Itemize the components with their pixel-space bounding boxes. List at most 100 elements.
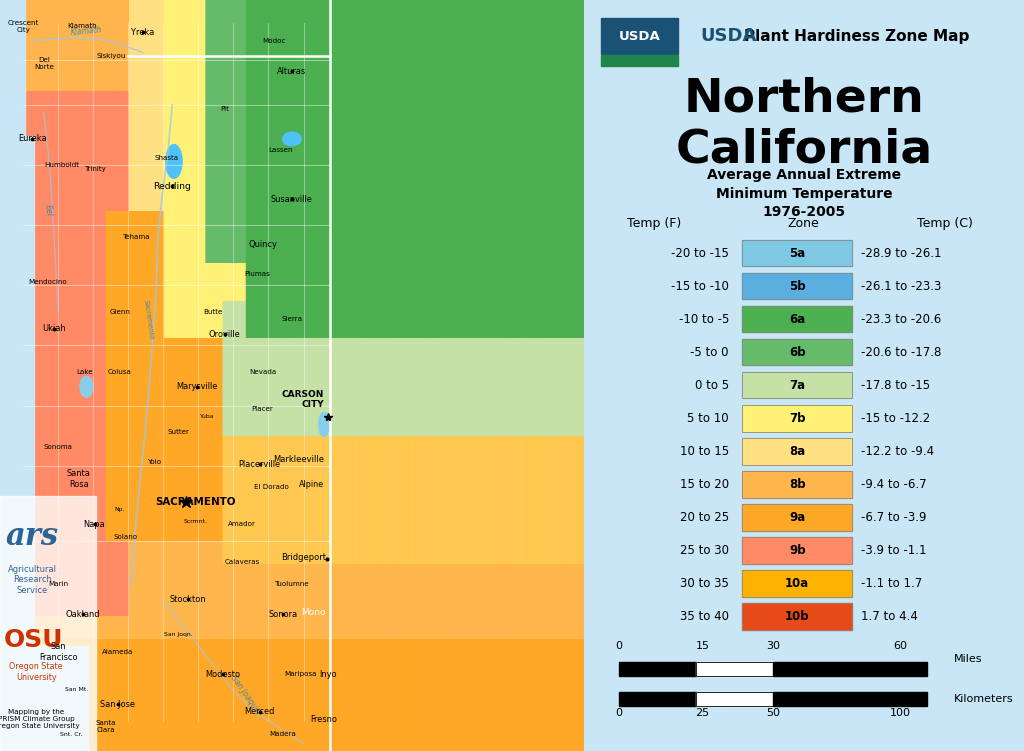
- Text: 9a: 9a: [790, 511, 805, 524]
- Bar: [601, 55, 678, 66]
- Bar: [742, 603, 852, 630]
- Text: San Joqn.: San Joqn.: [164, 632, 193, 637]
- Text: Kilometers: Kilometers: [953, 694, 1013, 704]
- Text: -9.4 to -6.7: -9.4 to -6.7: [861, 478, 927, 491]
- Text: Yolo: Yolo: [147, 459, 162, 465]
- Text: 9b: 9b: [788, 544, 806, 557]
- Bar: [696, 662, 773, 676]
- Text: San
Francisco: San Francisco: [39, 642, 78, 662]
- Text: Np.: Np.: [115, 507, 125, 511]
- Bar: [696, 692, 773, 706]
- Text: -28.9 to -26.1: -28.9 to -26.1: [861, 246, 942, 260]
- Text: 6b: 6b: [788, 345, 806, 359]
- Text: Mendocino: Mendocino: [29, 279, 68, 285]
- Text: 60: 60: [894, 641, 907, 651]
- Text: 100: 100: [890, 708, 911, 719]
- Text: California: California: [675, 128, 933, 173]
- Text: Madera: Madera: [269, 731, 297, 737]
- Bar: [742, 405, 852, 432]
- Bar: [742, 471, 852, 498]
- Text: -5 to 0: -5 to 0: [690, 345, 729, 359]
- Bar: [696, 662, 773, 676]
- Text: Zone: Zone: [787, 216, 820, 230]
- Text: 10 to 15: 10 to 15: [680, 445, 729, 458]
- Text: ars: ars: [5, 521, 58, 553]
- Ellipse shape: [166, 144, 182, 179]
- Text: Lassen: Lassen: [268, 147, 293, 153]
- Text: Eel: Eel: [42, 204, 53, 217]
- Text: Markleeville: Markleeville: [273, 455, 324, 464]
- Bar: [618, 662, 696, 676]
- Text: Alpine: Alpine: [299, 480, 324, 489]
- Bar: [742, 273, 852, 300]
- Text: Eureka: Eureka: [17, 134, 46, 143]
- Text: -3.9 to -1.1: -3.9 to -1.1: [861, 544, 927, 557]
- Bar: [742, 306, 852, 333]
- Text: Klamath: Klamath: [71, 26, 102, 38]
- Ellipse shape: [318, 412, 329, 436]
- Text: Nevada: Nevada: [249, 369, 276, 375]
- Text: San Joaquin: San Joaquin: [228, 674, 262, 716]
- Text: -10 to -5: -10 to -5: [679, 312, 729, 326]
- Text: 20 to 25: 20 to 25: [680, 511, 729, 524]
- Text: 50: 50: [766, 708, 780, 719]
- Text: Sierra: Sierra: [282, 316, 302, 322]
- Text: 25 to 30: 25 to 30: [680, 544, 729, 557]
- Text: Humboldt: Humboldt: [44, 162, 79, 168]
- Text: Sacramento: Sacramento: [143, 299, 155, 339]
- Text: Del
Norte: Del Norte: [34, 57, 53, 71]
- Text: USDA: USDA: [700, 27, 757, 45]
- Text: -1.1 to 1.7: -1.1 to 1.7: [861, 577, 923, 590]
- Bar: [742, 438, 852, 465]
- Text: 25: 25: [695, 708, 710, 719]
- Text: Mapping by the
PRISM Climate Group
Oregon State University: Mapping by the PRISM Climate Group Orego…: [0, 710, 80, 729]
- Text: San Mt.: San Mt.: [66, 687, 89, 692]
- Text: SACRAMENTO: SACRAMENTO: [156, 496, 236, 507]
- Text: Average Annual Extreme
Minimum Temperature
1976-2005: Average Annual Extreme Minimum Temperatu…: [707, 168, 901, 219]
- Text: Calaveras: Calaveras: [224, 559, 260, 565]
- Bar: [742, 537, 852, 564]
- Text: -6.7 to -3.9: -6.7 to -3.9: [861, 511, 927, 524]
- Text: Northern: Northern: [683, 77, 925, 122]
- Text: -17.8 to -15: -17.8 to -15: [861, 379, 930, 392]
- Text: -26.1 to -23.3: -26.1 to -23.3: [861, 279, 941, 293]
- Text: Klamath: Klamath: [67, 23, 96, 29]
- Text: Redding: Redding: [154, 182, 191, 191]
- Bar: [742, 240, 852, 267]
- Bar: [742, 372, 852, 399]
- Text: Fresno: Fresno: [310, 715, 338, 724]
- Bar: [696, 692, 773, 706]
- Text: 30 to 35: 30 to 35: [680, 577, 729, 590]
- Text: Stockton: Stockton: [170, 595, 206, 604]
- Text: 8b: 8b: [788, 478, 806, 491]
- Text: 1.7 to 4.4: 1.7 to 4.4: [861, 610, 918, 623]
- Text: 0 to 5: 0 to 5: [695, 379, 729, 392]
- Text: Plant Hardiness Zone Map: Plant Hardiness Zone Map: [744, 29, 970, 44]
- Text: San Jose: San Jose: [100, 700, 135, 709]
- Text: Tehama: Tehama: [123, 234, 151, 240]
- Text: Yuba: Yuba: [200, 415, 214, 419]
- Text: Temp (F): Temp (F): [627, 216, 681, 230]
- Text: 5b: 5b: [788, 279, 806, 293]
- Text: Napa: Napa: [84, 520, 105, 529]
- Text: Scrmnt.: Scrmnt.: [183, 520, 208, 524]
- Text: Snt. Cr.: Snt. Cr.: [60, 732, 83, 737]
- Text: Santa
Rosa: Santa Rosa: [67, 469, 91, 489]
- Text: 35 to 40: 35 to 40: [680, 610, 729, 623]
- Text: 7a: 7a: [790, 379, 805, 392]
- Bar: [742, 537, 852, 564]
- Text: Alameda: Alameda: [102, 649, 133, 655]
- Bar: [742, 306, 852, 333]
- Text: 10a: 10a: [785, 577, 809, 590]
- Text: El Dorado: El Dorado: [254, 484, 289, 490]
- Bar: [742, 438, 852, 465]
- Text: Crescent
City: Crescent City: [8, 20, 39, 33]
- Text: Trinity: Trinity: [85, 166, 108, 172]
- Text: Inyo: Inyo: [319, 670, 337, 679]
- Text: USDA: USDA: [620, 29, 660, 43]
- Bar: [742, 570, 852, 597]
- Text: 7b: 7b: [788, 412, 806, 425]
- Text: Amador: Amador: [228, 521, 256, 527]
- Text: Pit: Pit: [220, 106, 229, 112]
- Text: Solano: Solano: [114, 534, 137, 540]
